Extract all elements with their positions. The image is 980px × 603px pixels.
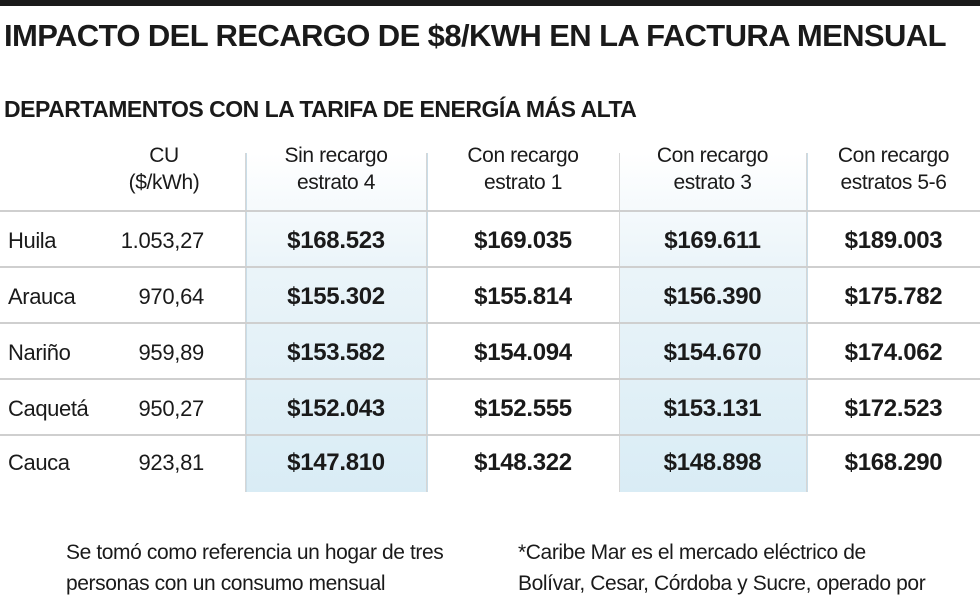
header-line1: Sin recargo xyxy=(284,144,388,167)
header-cu: CU ($/kWh) xyxy=(112,142,216,196)
header-line1: Con recargo xyxy=(837,144,950,167)
footnote-right-line: *Caribe Mar es el mercado eléctrico de xyxy=(518,541,866,564)
department-name: Arauca xyxy=(8,284,76,309)
header-con-recargo-estrato-1: Con recargo estrato 1 xyxy=(427,142,619,196)
chart-subtitle: DEPARTAMENTOS CON LA TARIFA DE ENERGÍA M… xyxy=(4,96,637,122)
bill-con-recargo-estratos-5-6: $175.782 xyxy=(844,283,943,310)
bill-con-recargo-estrato-3: $148.898 xyxy=(663,449,762,476)
header-line2: estratos 5-6 xyxy=(840,171,947,194)
bill-sin-recargo-estrato-4: $168.523 xyxy=(287,227,385,254)
footnote-left-line: personas con un consumo mensual xyxy=(66,572,386,595)
top-rule xyxy=(0,0,980,6)
row-divider xyxy=(0,210,980,212)
bill-con-recargo-estrato-3: $156.390 xyxy=(663,283,762,310)
header-line1: Con recargo xyxy=(656,144,769,167)
bill-con-recargo-estrato-1: $148.322 xyxy=(474,449,572,476)
bill-con-recargo-estrato-1: $154.094 xyxy=(474,339,572,366)
header-line1: Con recargo xyxy=(467,144,579,167)
footnote-left: Se tomó como referencia un hogar de tres… xyxy=(66,537,444,599)
bill-sin-recargo-estrato-4: $147.810 xyxy=(287,449,385,476)
row-divider xyxy=(0,378,980,380)
bill-con-recargo-estrato-3: $169.611 xyxy=(664,227,761,254)
footnote-right: *Caribe Mar es el mercado eléctrico de B… xyxy=(518,537,926,599)
header-line2: estrato 1 xyxy=(483,171,563,194)
department-name: Huila xyxy=(8,228,57,253)
row-divider xyxy=(0,322,980,324)
header-cu-line1: CU xyxy=(149,144,179,167)
cu-value: 959,89 xyxy=(138,340,205,365)
cu-value: 923,81 xyxy=(138,450,205,475)
bill-con-recargo-estratos-5-6: $189.003 xyxy=(844,227,943,254)
department-name: Nariño xyxy=(8,340,71,365)
chart-title: IMPACTO DEL RECARGO DE $8/KWH EN LA FACT… xyxy=(4,18,947,53)
bill-con-recargo-estratos-5-6: $172.523 xyxy=(844,395,943,422)
cu-value: 950,27 xyxy=(138,396,205,421)
department-name: Caquetá xyxy=(8,396,89,421)
bill-con-recargo-estratos-5-6: $168.290 xyxy=(844,449,943,476)
bill-con-recargo-estrato-1: $152.555 xyxy=(474,395,572,422)
bill-con-recargo-estrato-1: $155.814 xyxy=(474,283,572,310)
bill-sin-recargo-estrato-4: $155.302 xyxy=(287,283,385,310)
bill-sin-recargo-estrato-4: $152.043 xyxy=(287,395,385,422)
footnote-right-line: Bolívar, Cesar, Córdoba y Sucre, operado… xyxy=(518,572,926,595)
header-con-recargo-estrato-3: Con recargo estrato 3 xyxy=(619,142,806,196)
footnote-left-line: Se tomó como referencia un hogar de tres xyxy=(66,541,444,564)
bill-con-recargo-estratos-5-6: $174.062 xyxy=(844,339,943,366)
header-line2: estrato 4 xyxy=(296,171,376,194)
bill-con-recargo-estrato-3: $153.131 xyxy=(663,395,762,422)
header-sin-recargo-estrato-4: Sin recargo estrato 4 xyxy=(246,142,426,196)
bill-con-recargo-estrato-3: $154.670 xyxy=(663,339,762,366)
department-name: Cauca xyxy=(8,450,70,475)
header-con-recargo-estratos-5-6: Con recargo estratos 5-6 xyxy=(807,142,980,196)
cu-value: 970,64 xyxy=(138,284,205,309)
bill-sin-recargo-estrato-4: $153.582 xyxy=(287,339,385,366)
bill-con-recargo-estrato-1: $169.035 xyxy=(474,227,572,254)
cu-value: 1.053,27 xyxy=(120,228,205,253)
row-divider xyxy=(0,266,980,268)
header-line2: estrato 3 xyxy=(673,171,752,194)
row-divider xyxy=(0,434,980,436)
header-cu-line2: ($/kWh) xyxy=(128,171,200,194)
